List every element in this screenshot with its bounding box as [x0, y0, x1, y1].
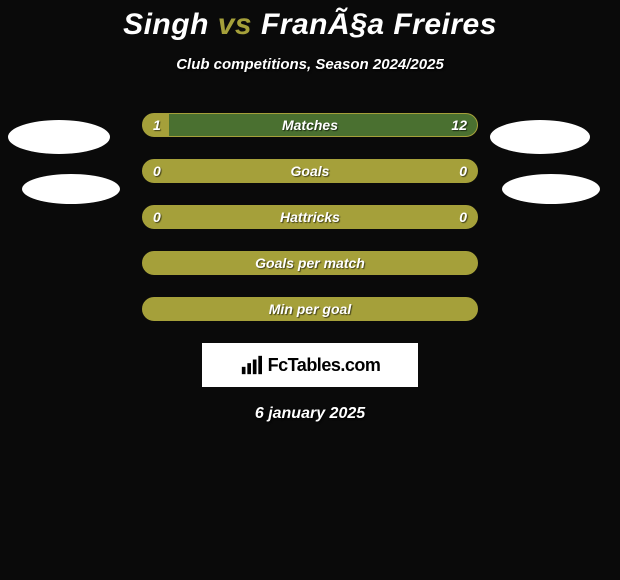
title-player2: FranÃ§a Freires	[261, 8, 497, 41]
stat-bar-label: Goals per match	[143, 252, 477, 274]
stat-bar-right-value: 0	[449, 206, 477, 228]
bars-chart-icon	[240, 354, 262, 376]
stat-bar-left-value: 0	[143, 206, 171, 228]
stat-bar-label: Goals	[143, 160, 477, 182]
stat-bar-right-value: 0	[449, 160, 477, 182]
stat-bar-label: Min per goal	[143, 298, 477, 320]
stat-bar: Matches1 12	[142, 113, 478, 137]
stat-bar: Goals per match	[142, 251, 478, 275]
avatar-left-2	[22, 174, 120, 204]
stat-bars: Matches112Goals00Hattricks00Goals per ma…	[142, 113, 478, 321]
title-vs: vs	[218, 8, 252, 41]
stat-bar-label: Hattricks	[143, 206, 477, 228]
title: Singh vs FranÃ§a Freires	[0, 0, 620, 42]
brand-badge[interactable]: FcTables.com	[202, 343, 418, 387]
avatar-left-1	[8, 120, 110, 154]
stat-bar-left-value: 0	[143, 160, 171, 182]
brand-badge-text: FcTables.com	[268, 355, 381, 376]
stat-bar: Min per goal	[142, 297, 478, 321]
avatar-right-1	[490, 120, 590, 154]
avatar-right-2	[502, 174, 600, 204]
title-player1: Singh	[123, 8, 209, 41]
stat-bar-right-value: 12	[441, 114, 477, 136]
stat-bar-left-value: 1	[143, 114, 171, 136]
stat-bar-label: Matches	[143, 114, 477, 136]
date-label: 6 january 2025	[0, 405, 620, 423]
comparison-card: Singh vs FranÃ§a Freires Club competitio…	[0, 0, 620, 580]
stat-bar: Goals0 0	[142, 159, 478, 183]
stat-bar: Hattricks0 0	[142, 205, 478, 229]
subtitle: Club competitions, Season 2024/2025	[0, 56, 620, 73]
